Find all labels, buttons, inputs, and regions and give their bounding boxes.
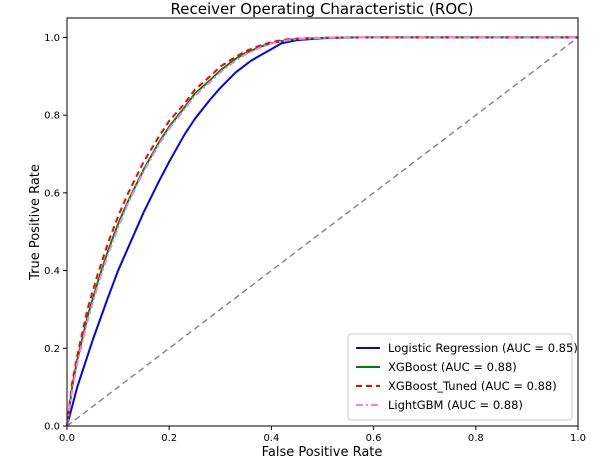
y-tick-label: 0.6 [44,188,60,199]
x-tick-label: 0.4 [263,433,279,444]
chance-line [66,36,579,427]
legend-box [347,333,573,421]
series-line-3 [66,36,578,427]
x-tick-label: 0.8 [468,433,484,444]
x-axis-label: False Positive Rate [262,445,383,460]
plot-frame [66,17,579,427]
legend: Logistic Regression (AUC = 0.85) XGBoost … [347,333,578,421]
plot-area [66,36,579,427]
y-axis: 0.0 0.2 0.4 0.6 0.8 1.0 [44,33,67,433]
chart-title: Receiver Operating Characteristic (ROC) [171,0,474,18]
x-tick-label: 0.2 [161,433,177,444]
x-tick-label: 0.6 [366,433,382,444]
y-tick-label: 1.0 [44,33,60,44]
x-axis: 0.0 0.2 0.4 0.6 0.8 1.0 [59,426,586,444]
legend-entry-label: XGBoost (AUC = 0.88) [388,360,517,374]
y-tick-label: 0.2 [44,344,60,355]
y-axis-label: True Positive Rate [28,164,43,281]
legend-entry-label: LightGBM (AUC = 0.88) [388,398,523,412]
y-tick-label: 0.0 [44,422,60,433]
legend-entry-label: XGBoost_Tuned (AUC = 0.88) [388,379,557,393]
legend-entry-label: Logistic Regression (AUC = 0.85) [388,341,578,355]
series-line-2 [66,36,578,427]
y-tick-label: 0.4 [44,266,60,277]
y-tick-label: 0.8 [44,111,60,122]
x-tick-label: 0.0 [59,433,75,444]
x-tick-label: 1.0 [570,433,586,444]
